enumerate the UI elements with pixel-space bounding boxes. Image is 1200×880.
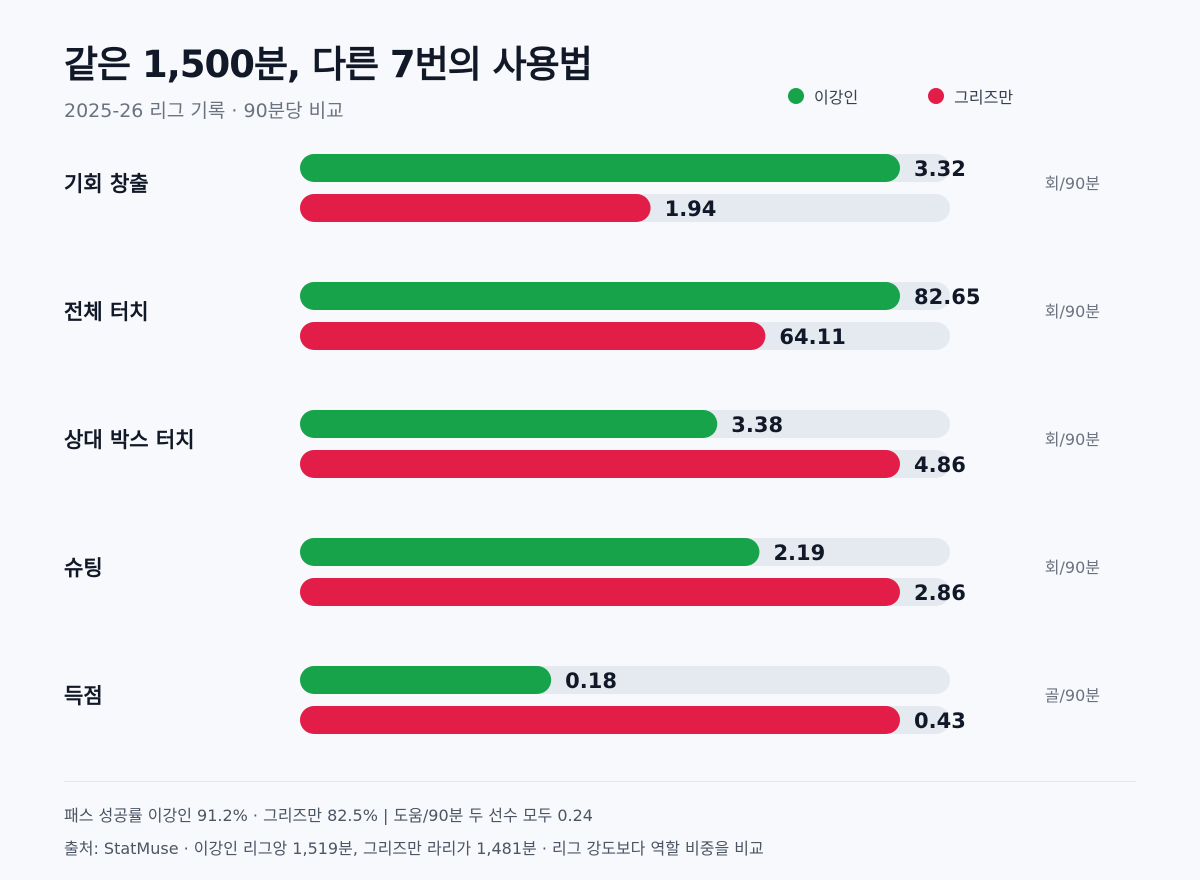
bar <box>300 322 766 350</box>
data-label: 4.86 <box>914 453 966 477</box>
data-label: 0.43 <box>914 709 966 733</box>
legend-item-lee: 이강인 <box>788 84 858 108</box>
legend-item-griezmann: 그리즈만 <box>928 84 1013 108</box>
category-label: 기회 창출 <box>64 172 149 196</box>
legend-swatch-lee <box>788 88 804 104</box>
bar <box>300 538 760 566</box>
category-label: 슈팅 <box>64 556 103 580</box>
category-label: 득점 <box>64 684 103 708</box>
footer-divider <box>64 781 1136 782</box>
data-label: 64.11 <box>779 325 845 349</box>
unit-label: 회/90분 <box>1045 302 1100 321</box>
data-label: 3.38 <box>731 413 783 437</box>
footer-note: 패스 성공률 이강인 91.2% · 그리즈만 82.5% | 도움/90분 두… <box>64 806 593 825</box>
unit-label: 골/90분 <box>1045 686 1100 705</box>
bar <box>300 450 900 478</box>
legend-swatch-griezmann <box>928 88 945 104</box>
legend-label-griezmann: 그리즈만 <box>954 88 1014 107</box>
bar <box>300 282 900 310</box>
data-label: 3.32 <box>914 157 966 181</box>
source-note: 출처: StatMuse · 이강인 리그앙 1,519분, 그리즈만 라리가 … <box>64 839 764 858</box>
bar <box>300 410 718 438</box>
bar <box>300 578 900 606</box>
category-label: 전체 터치 <box>64 300 149 324</box>
legend-label-lee: 이강인 <box>814 88 859 107</box>
data-label: 1.94 <box>665 197 717 221</box>
bar <box>300 154 900 182</box>
unit-label: 회/90분 <box>1045 558 1100 577</box>
category-label: 상대 박스 터치 <box>64 428 195 452</box>
data-label: 2.19 <box>773 541 825 565</box>
data-label: 2.86 <box>914 581 966 605</box>
bar <box>300 706 900 734</box>
bar <box>300 194 651 222</box>
unit-label: 회/90분 <box>1045 430 1100 449</box>
bar <box>300 666 552 694</box>
unit-label: 회/90분 <box>1045 174 1100 193</box>
chart-title: 같은 1,500분, 다른 7번의 사용법 <box>64 43 593 86</box>
data-label: 82.65 <box>914 285 980 309</box>
legend: 이강인 그리즈만 <box>788 84 1013 108</box>
chart-subtitle: 2025-26 리그 기록 · 90분당 비교 <box>64 100 344 122</box>
data-label: 0.18 <box>565 669 617 693</box>
